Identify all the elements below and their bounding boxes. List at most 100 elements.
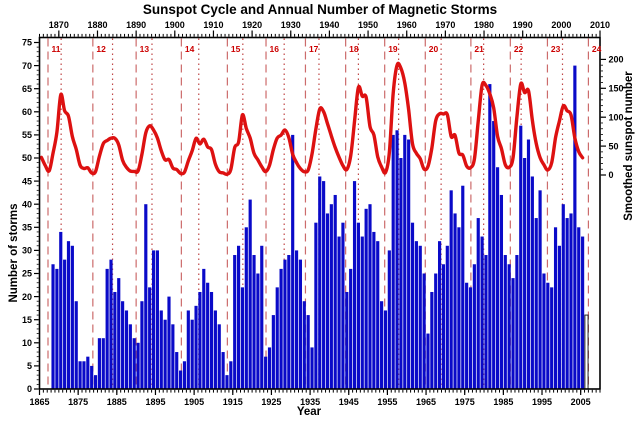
bar-1957 [395,130,399,389]
bar-1992 [530,176,534,389]
bottom-tick-label: 1965 [416,397,436,407]
cycle-label-16: 16 [270,44,280,54]
cycle-label-13: 13 [140,44,150,54]
bar-1961 [410,222,415,389]
bar-1933 [302,301,306,389]
bar-1996 [546,282,550,389]
bar-1914 [229,361,233,389]
open-bar-2006 [584,314,589,390]
bar-1959 [403,134,407,389]
bar-1909 [209,291,214,389]
bar-1899 [171,324,175,389]
bar-1875 [78,361,82,389]
bar-1991 [526,139,531,389]
bar-1878 [90,365,94,389]
bar-1894 [151,250,156,389]
bar-1967 [434,273,438,389]
bar-1969 [441,264,446,389]
left-axis: 0 5 10 15 20 25 30 35 40 45 50 55 60 65 70 75 [22,38,39,394]
left-tick-label: 30 [22,246,32,256]
right-tick-label: 100 [609,112,624,122]
bar-1974 [461,185,465,389]
bar-1872 [66,241,71,389]
bottom-tick-label: 1885 [107,397,127,407]
cycle-label-20: 20 [429,44,439,54]
bar-1997 [550,287,554,389]
bar-1934 [306,315,310,389]
bar-1887 [124,310,129,389]
bar-1973 [457,227,461,389]
plot-frame [38,36,601,390]
bottom-tick-label: 1925 [261,397,281,407]
bar-1940 [329,204,333,389]
bar-1879 [93,375,98,389]
top-tick-label: 1890 [126,20,146,30]
left-tick-label: 50 [22,153,32,163]
bar-1980 [484,255,488,389]
bar-1883 [109,259,113,389]
bottom-tick-label: 1945 [339,397,359,407]
bar-1880 [97,338,101,389]
bar-1868 [51,264,55,389]
bar-1962 [414,241,418,389]
bar-1884 [113,291,117,389]
bar-1920 [252,255,256,389]
bar-1897 [163,319,167,389]
bar-1995 [542,273,546,389]
bar-1890 [136,342,140,389]
bar-1982 [492,121,496,389]
bar-1915 [233,255,237,389]
bottom-tick-label: 1905 [184,397,204,407]
right-axis: 0 50 100 150 200 [600,55,624,180]
left-tick-label: 40 [22,199,32,209]
bottom-tick-label: 1875 [68,397,88,407]
bar-1951 [372,231,376,389]
right-tick-label: 0 [609,170,614,180]
bar-1873 [70,245,74,389]
cycle-label-12: 12 [96,44,106,54]
right-tick-label: 50 [609,141,619,151]
sunspot-line [39,61,585,177]
bar-1963 [418,245,422,389]
bar-1979 [480,236,484,389]
bar-1896 [159,310,163,389]
bar-1975 [465,282,469,389]
left-tick-label: 10 [22,338,32,348]
bar-1877 [86,356,90,389]
bar-1987 [511,278,515,389]
bar-1903 [186,310,190,389]
cycle-label-23: 23 [551,44,561,54]
cycle-label-15: 15 [231,44,241,54]
bar-1923 [264,356,268,389]
cycle-label-11: 11 [52,44,61,54]
bar-1993 [534,218,538,389]
bar-1985 [503,255,507,389]
bar-1895 [155,250,159,389]
bottom-tick-label: 1975 [455,397,475,407]
top-tick-label: 1930 [281,20,301,30]
bar-1898 [167,296,171,389]
left-tick-label: 45 [22,176,32,186]
bar-1929 [287,255,291,389]
storm-bars [51,65,589,390]
cycle-label-14: 14 [185,44,195,54]
bar-1939 [325,213,330,389]
top-tick-label: 2010 [590,20,610,30]
bar-2005 [581,236,585,389]
bar-1876 [82,361,86,389]
bar-1938 [322,181,326,389]
bar-1990 [523,158,527,389]
bar-1907 [202,268,206,389]
bar-1921 [256,273,260,389]
left-tick-label: 20 [22,292,32,302]
bar-1966 [430,291,434,389]
cycle-label-17: 17 [309,44,319,54]
bar-1900 [175,352,179,389]
bar-2001 [565,218,569,389]
bar-1930 [291,134,295,389]
bottom-axis-title: Year [296,406,322,418]
bar-1971 [449,190,453,389]
bar-1943 [341,222,345,389]
